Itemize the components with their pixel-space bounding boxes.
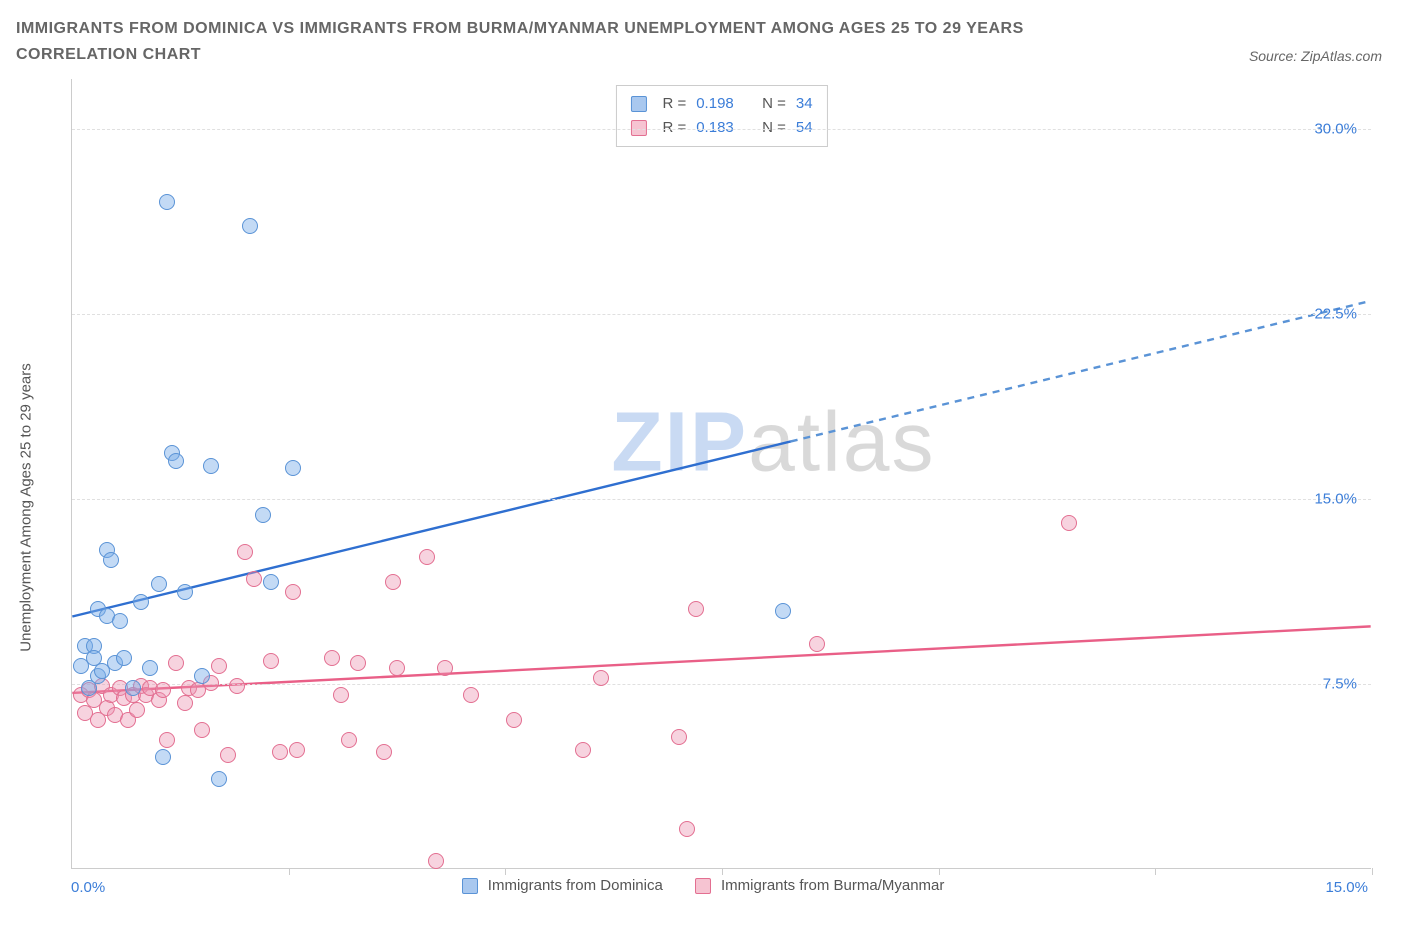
data-point-burma xyxy=(168,655,184,671)
data-point-dominica xyxy=(168,453,184,469)
x-tick xyxy=(505,868,506,875)
swatch-burma xyxy=(695,878,711,894)
x-tick xyxy=(939,868,940,875)
legend-item-burma: Immigrants from Burma/Myanmar xyxy=(695,877,945,894)
data-point-dominica xyxy=(116,650,132,666)
data-point-burma xyxy=(285,584,301,600)
data-point-burma xyxy=(237,544,253,560)
data-point-burma xyxy=(671,729,687,745)
data-point-dominica xyxy=(151,576,167,592)
stats-row-dominica: R = 0.198 N = 34 xyxy=(630,92,812,116)
data-point-dominica xyxy=(112,613,128,629)
data-point-burma xyxy=(220,747,236,763)
y-tick-label: 15.0% xyxy=(1314,490,1357,507)
gridline xyxy=(72,499,1371,500)
data-point-burma xyxy=(688,601,704,617)
trend-lines xyxy=(72,79,1371,868)
chart-title-line1: IMMIGRANTS FROM DOMINICA VS IMMIGRANTS F… xyxy=(16,16,1390,42)
x-tick xyxy=(1372,868,1373,875)
legend-item-dominica: Immigrants from Dominica xyxy=(462,877,663,894)
data-point-dominica xyxy=(285,460,301,476)
gridline xyxy=(72,314,1371,315)
data-point-burma xyxy=(575,742,591,758)
data-point-burma xyxy=(376,744,392,760)
data-point-dominica xyxy=(133,594,149,610)
y-axis-label: Unemployment Among Ages 25 to 29 years xyxy=(18,363,35,652)
data-point-dominica xyxy=(155,749,171,765)
stats-legend-box: R = 0.198 N = 34 R = 0.183 N = 54 xyxy=(615,85,827,147)
data-point-burma xyxy=(809,636,825,652)
data-point-burma xyxy=(194,722,210,738)
data-point-burma xyxy=(341,732,357,748)
data-point-burma xyxy=(272,744,288,760)
data-point-dominica xyxy=(775,603,791,619)
data-point-dominica xyxy=(103,552,119,568)
bottom-legend: Immigrants from Dominica Immigrants from… xyxy=(16,877,1390,894)
data-point-burma xyxy=(324,650,340,666)
data-point-dominica xyxy=(255,507,271,523)
data-point-dominica xyxy=(177,584,193,600)
data-point-dominica xyxy=(263,574,279,590)
data-point-burma xyxy=(129,702,145,718)
data-point-burma xyxy=(463,687,479,703)
data-point-burma xyxy=(246,571,262,587)
data-point-burma xyxy=(389,660,405,676)
data-point-burma xyxy=(211,658,227,674)
data-point-dominica xyxy=(125,680,141,696)
data-point-burma xyxy=(428,853,444,869)
correlation-chart: Unemployment Among Ages 25 to 29 years Z… xyxy=(16,79,1390,919)
y-tick-label: 22.5% xyxy=(1314,305,1357,322)
data-point-burma xyxy=(155,682,171,698)
data-point-dominica xyxy=(203,458,219,474)
data-point-dominica xyxy=(159,194,175,210)
x-tick xyxy=(289,868,290,875)
plot-area: ZIPatlas R = 0.198 N = 34 R = 0.183 N = … xyxy=(71,79,1371,869)
data-point-burma xyxy=(506,712,522,728)
data-point-burma xyxy=(263,653,279,669)
swatch-dominica xyxy=(630,96,646,112)
swatch-dominica xyxy=(462,878,478,894)
data-point-burma xyxy=(350,655,366,671)
y-tick-label: 30.0% xyxy=(1314,120,1357,137)
data-point-burma xyxy=(419,549,435,565)
data-point-burma xyxy=(1061,515,1077,531)
source-attribution: Source: ZipAtlas.com xyxy=(1249,48,1382,64)
data-point-dominica xyxy=(242,218,258,234)
y-tick-label: 7.5% xyxy=(1323,676,1357,693)
data-point-burma xyxy=(159,732,175,748)
chart-title-line2: CORRELATION CHART xyxy=(16,42,1390,68)
data-point-burma xyxy=(229,678,245,694)
x-tick xyxy=(1155,868,1156,875)
data-point-dominica xyxy=(142,660,158,676)
data-point-burma xyxy=(333,687,349,703)
x-tick xyxy=(722,868,723,875)
data-point-burma xyxy=(177,695,193,711)
data-point-burma xyxy=(593,670,609,686)
data-point-burma xyxy=(385,574,401,590)
data-point-burma xyxy=(437,660,453,676)
data-point-burma xyxy=(289,742,305,758)
gridline xyxy=(72,129,1371,130)
watermark: ZIPatlas xyxy=(611,394,935,491)
gridline xyxy=(72,684,1371,685)
data-point-dominica xyxy=(194,668,210,684)
data-point-burma xyxy=(679,821,695,837)
data-point-dominica xyxy=(211,771,227,787)
